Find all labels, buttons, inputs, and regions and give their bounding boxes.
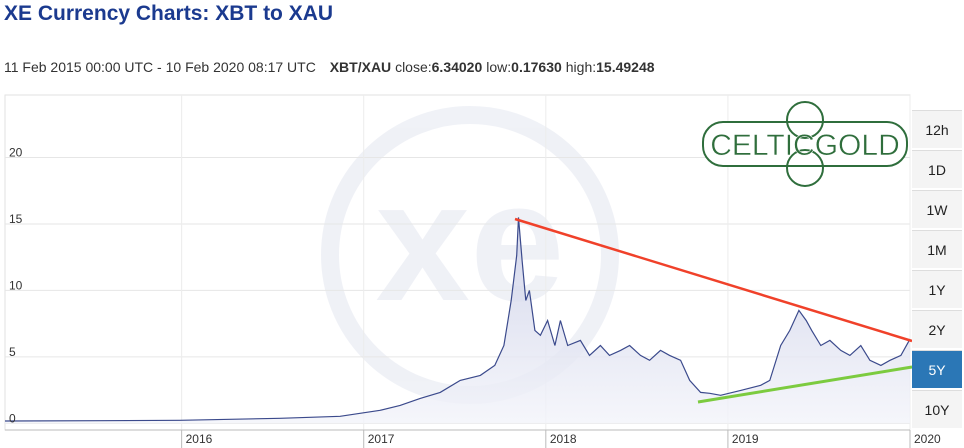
stats: close:6.34020 low:0.17630 high:15.49248 [395, 59, 658, 75]
range-button[interactable]: 5Y [912, 350, 962, 388]
pair: XBT/XAU [329, 59, 392, 75]
logo: CELTICGOLD [702, 101, 908, 187]
x-tick-label: 2018 [550, 432, 577, 446]
area [5, 217, 910, 424]
y-tick-label: 10 [9, 278, 23, 292]
y-tick-label: 0 [9, 411, 16, 425]
subtitle: 11 Feb 2015 00:00 UTC - 10 Feb 2020 08:1… [4, 59, 659, 75]
x-tick-label: 2017 [368, 432, 395, 446]
x-tick-label: 2020 [914, 432, 941, 446]
stat-label: low: [486, 59, 512, 75]
marks [4, 217, 911, 424]
stat-label: high: [565, 59, 597, 75]
range-button[interactable]: 1M [912, 230, 962, 268]
range-button[interactable]: 10Y [912, 390, 962, 428]
title: XE Currency Charts: XBT to XAU [4, 2, 334, 25]
x-tick-label: 2016 [186, 432, 213, 446]
range-button[interactable]: 1Y [912, 270, 962, 308]
stat-value: 6.34020 [431, 59, 483, 75]
x-tick-label: 2019 [732, 432, 759, 446]
range-button[interactable]: 12h [912, 110, 962, 148]
range-button[interactable]: 1D [912, 150, 962, 188]
resistance-line [514, 217, 913, 343]
y-tick-label: 20 [9, 145, 23, 159]
date-range: 11 Feb 2015 00:00 UTC - 10 Feb 2020 08:1… [4, 59, 316, 75]
line [4, 217, 911, 422]
support-line [697, 365, 913, 404]
stat-label: close: [395, 59, 432, 75]
range-button[interactable]: 2Y [912, 310, 962, 348]
watermark-text: xe [375, 147, 564, 337]
stat-value: 0.17630 [511, 59, 562, 75]
y-tick-label: 15 [9, 212, 23, 226]
logo-text: CELTICGOLD [710, 129, 899, 162]
y-tick-label: 5 [9, 345, 16, 359]
range-button[interactable]: 1W [912, 190, 962, 228]
stat-value: 15.49248 [596, 59, 655, 75]
